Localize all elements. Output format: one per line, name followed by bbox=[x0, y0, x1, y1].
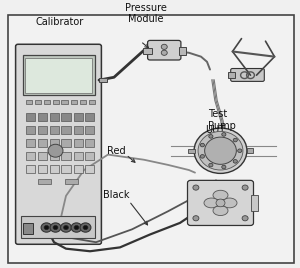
Bar bbox=[80, 100, 86, 104]
Bar bbox=[247, 148, 253, 153]
Ellipse shape bbox=[204, 198, 219, 208]
Ellipse shape bbox=[222, 198, 237, 208]
Circle shape bbox=[200, 155, 205, 158]
Bar bbox=[88, 100, 95, 104]
Circle shape bbox=[242, 216, 248, 221]
Bar bbox=[74, 165, 82, 173]
Bar bbox=[70, 100, 77, 104]
Bar bbox=[74, 152, 82, 160]
Bar bbox=[38, 113, 46, 121]
Text: Test
Pump: Test Pump bbox=[208, 109, 236, 131]
Circle shape bbox=[74, 225, 79, 230]
Bar bbox=[50, 165, 58, 173]
Circle shape bbox=[53, 225, 58, 230]
FancyBboxPatch shape bbox=[148, 40, 181, 60]
Bar bbox=[38, 139, 46, 147]
Circle shape bbox=[44, 225, 49, 230]
Circle shape bbox=[209, 163, 213, 167]
Bar bbox=[99, 78, 106, 83]
Bar bbox=[61, 100, 68, 104]
Bar bbox=[26, 100, 32, 104]
Bar bbox=[61, 165, 70, 173]
Bar bbox=[22, 223, 33, 234]
Circle shape bbox=[50, 223, 61, 232]
Circle shape bbox=[193, 216, 199, 221]
Circle shape bbox=[194, 128, 247, 173]
Circle shape bbox=[222, 133, 226, 136]
Bar bbox=[250, 195, 258, 211]
Bar bbox=[85, 139, 94, 147]
Circle shape bbox=[238, 149, 242, 152]
Circle shape bbox=[161, 50, 167, 55]
Bar bbox=[22, 55, 94, 95]
Circle shape bbox=[198, 131, 243, 170]
Bar bbox=[38, 165, 46, 173]
Circle shape bbox=[193, 185, 199, 190]
Bar bbox=[44, 100, 50, 104]
Ellipse shape bbox=[213, 190, 228, 200]
Text: Red: Red bbox=[106, 146, 125, 156]
FancyBboxPatch shape bbox=[231, 69, 264, 81]
Bar bbox=[85, 113, 94, 121]
Bar bbox=[26, 139, 34, 147]
Bar bbox=[61, 152, 70, 160]
FancyBboxPatch shape bbox=[16, 44, 101, 244]
Circle shape bbox=[161, 44, 167, 49]
Bar bbox=[50, 152, 58, 160]
FancyBboxPatch shape bbox=[188, 180, 254, 225]
Circle shape bbox=[64, 225, 68, 230]
Bar bbox=[228, 72, 235, 78]
Bar bbox=[26, 165, 34, 173]
Circle shape bbox=[233, 159, 237, 163]
Circle shape bbox=[242, 185, 248, 190]
Circle shape bbox=[80, 223, 91, 232]
Circle shape bbox=[209, 135, 213, 138]
Bar bbox=[64, 178, 78, 184]
Bar bbox=[34, 100, 41, 104]
Bar bbox=[85, 165, 94, 173]
Circle shape bbox=[216, 199, 225, 207]
Bar bbox=[52, 100, 59, 104]
Circle shape bbox=[200, 143, 205, 147]
Bar bbox=[50, 113, 58, 121]
Text: UUT: UUT bbox=[206, 125, 226, 135]
Bar bbox=[50, 126, 58, 134]
Circle shape bbox=[71, 223, 82, 232]
Circle shape bbox=[83, 225, 88, 230]
Bar bbox=[21, 217, 94, 238]
Bar bbox=[50, 139, 58, 147]
Bar bbox=[74, 139, 82, 147]
Circle shape bbox=[222, 165, 226, 169]
Bar bbox=[188, 149, 195, 152]
Bar bbox=[38, 178, 51, 184]
Circle shape bbox=[61, 223, 71, 232]
Bar bbox=[38, 152, 46, 160]
Bar bbox=[61, 113, 70, 121]
Bar bbox=[74, 126, 82, 134]
Circle shape bbox=[205, 137, 236, 164]
Text: Pressure
Module: Pressure Module bbox=[124, 3, 167, 24]
Bar bbox=[61, 139, 70, 147]
Bar bbox=[85, 152, 94, 160]
Bar bbox=[26, 152, 34, 160]
Ellipse shape bbox=[213, 206, 228, 215]
Bar bbox=[74, 113, 82, 121]
Bar bbox=[142, 48, 152, 54]
Circle shape bbox=[48, 144, 63, 157]
Circle shape bbox=[233, 138, 237, 142]
Bar bbox=[85, 126, 94, 134]
Bar bbox=[26, 126, 34, 134]
Circle shape bbox=[41, 223, 52, 232]
Bar bbox=[26, 58, 91, 93]
Bar bbox=[178, 47, 186, 55]
Bar bbox=[61, 126, 70, 134]
Text: Black: Black bbox=[103, 189, 130, 200]
Bar bbox=[38, 126, 46, 134]
Bar bbox=[26, 113, 34, 121]
Text: Calibrator: Calibrator bbox=[36, 17, 84, 27]
